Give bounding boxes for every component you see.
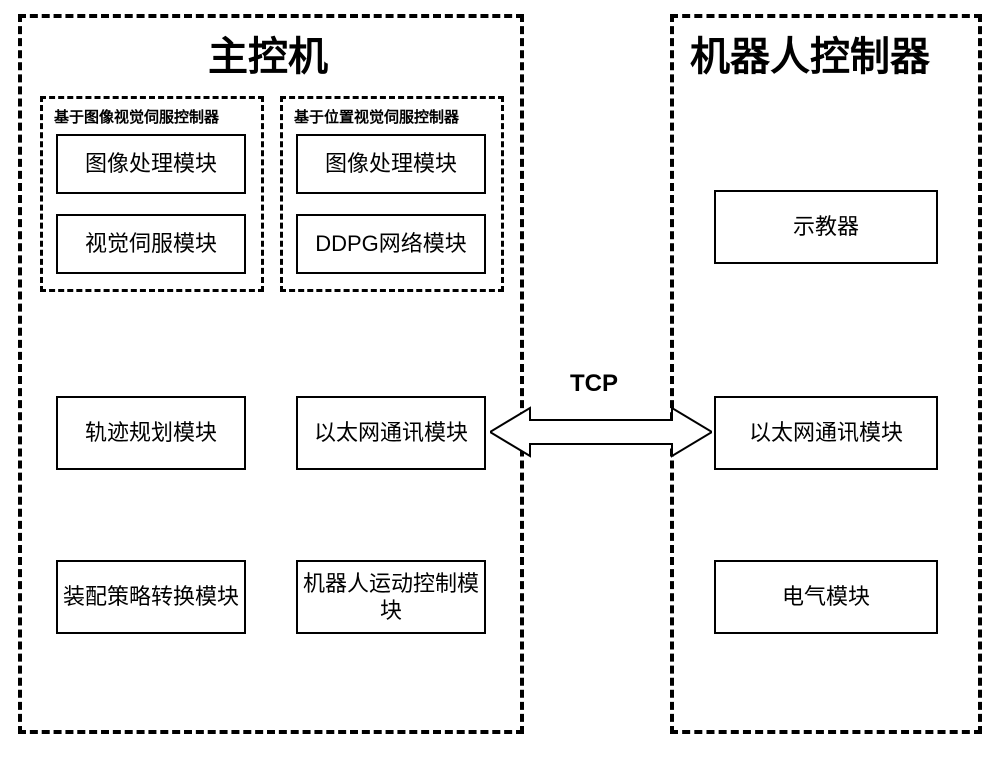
box-label: 电气模块 [782, 583, 870, 611]
box-image-processing-2: 图像处理模块 [296, 134, 486, 194]
box-teach-pendant: 示教器 [714, 190, 938, 264]
box-label: 轨迹规划模块 [85, 419, 217, 447]
box-label: 图像处理模块 [325, 150, 457, 178]
sub-panel-position-servo-title: 基于位置视觉伺服控制器 [294, 106, 459, 127]
main-controller-title: 主控机 [208, 24, 328, 82]
robot-controller-title: 机器人控制器 [690, 24, 930, 82]
box-label: 图像处理模块 [85, 150, 217, 178]
box-label: 以太网通讯模块 [314, 419, 468, 447]
box-label: 机器人运动控制模块 [302, 570, 480, 625]
box-assembly-strategy: 装配策略转换模块 [56, 560, 246, 634]
box-ddpg-network: DDPG网络模块 [296, 214, 486, 274]
box-label: DDPG网络模块 [315, 230, 467, 258]
box-ethernet-comm-main: 以太网通讯模块 [296, 396, 486, 470]
box-electrical: 电气模块 [714, 560, 938, 634]
box-image-processing-1: 图像处理模块 [56, 134, 246, 194]
box-ethernet-comm-robot: 以太网通讯模块 [714, 396, 938, 470]
box-visual-servo: 视觉伺服模块 [56, 214, 246, 274]
diagram-canvas: 主控机 基于图像视觉伺服控制器 图像处理模块 视觉伺服模块 基于位置视觉伺服控制… [0, 0, 1000, 765]
tcp-label: TCP [570, 370, 618, 398]
box-label: 以太网通讯模块 [749, 419, 903, 447]
box-robot-motion-control: 机器人运动控制模块 [296, 560, 486, 634]
box-label: 示教器 [793, 213, 859, 241]
bidirectional-arrow-icon [490, 404, 712, 460]
box-label: 视觉伺服模块 [85, 230, 217, 258]
box-trajectory-planning: 轨迹规划模块 [56, 396, 246, 470]
sub-panel-image-servo-title: 基于图像视觉伺服控制器 [54, 106, 219, 127]
box-label: 装配策略转换模块 [63, 583, 239, 611]
